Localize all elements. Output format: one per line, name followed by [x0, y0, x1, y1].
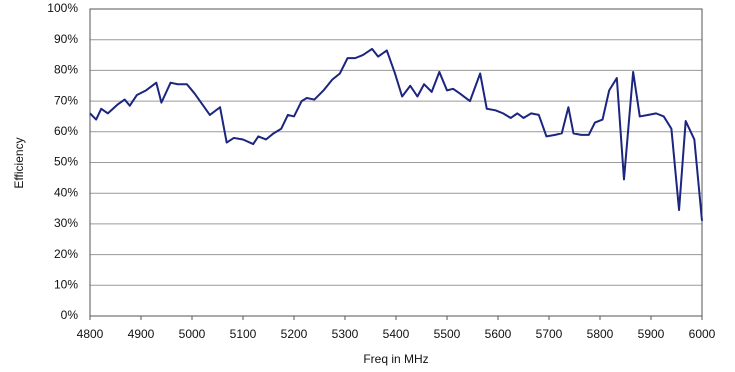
x-tick-label: 5300	[332, 327, 359, 341]
x-tick-label: 5800	[587, 327, 614, 341]
x-tick-label: 4900	[128, 327, 155, 341]
data-line	[89, 47, 703, 221]
y-tick-label: 90%	[54, 32, 78, 46]
y-tick-label: 60%	[54, 124, 78, 138]
x-tick-label: 5100	[230, 327, 257, 341]
x-tick-label: 4800	[77, 327, 104, 341]
y-tick-label: 10%	[54, 277, 78, 291]
y-tick-label: 80%	[54, 63, 78, 77]
y-tick-label: 50%	[54, 155, 78, 169]
plot-frame	[89, 8, 703, 317]
x-tick-label: 5700	[536, 327, 563, 341]
x-tick-label: 5900	[638, 327, 665, 341]
x-tick-label: 5600	[485, 327, 512, 341]
y-tick-label: 70%	[54, 93, 78, 107]
y-axis-label: Efficiency	[12, 137, 26, 188]
x-tick-label: 5000	[179, 327, 206, 341]
y-tick-label: 40%	[54, 185, 78, 199]
x-tick-label: 5500	[434, 327, 461, 341]
y-tick-label: 30%	[54, 216, 78, 230]
y-tick-label: 100%	[47, 1, 78, 15]
x-tick-label: 5400	[383, 327, 410, 341]
y-tick-label: 20%	[54, 247, 78, 261]
x-tick-label: 5200	[281, 327, 308, 341]
x-axis-label: Freq in MHz	[363, 352, 428, 366]
y-tick-label: 0%	[61, 308, 79, 322]
x-tick-label: 6000	[689, 327, 716, 341]
